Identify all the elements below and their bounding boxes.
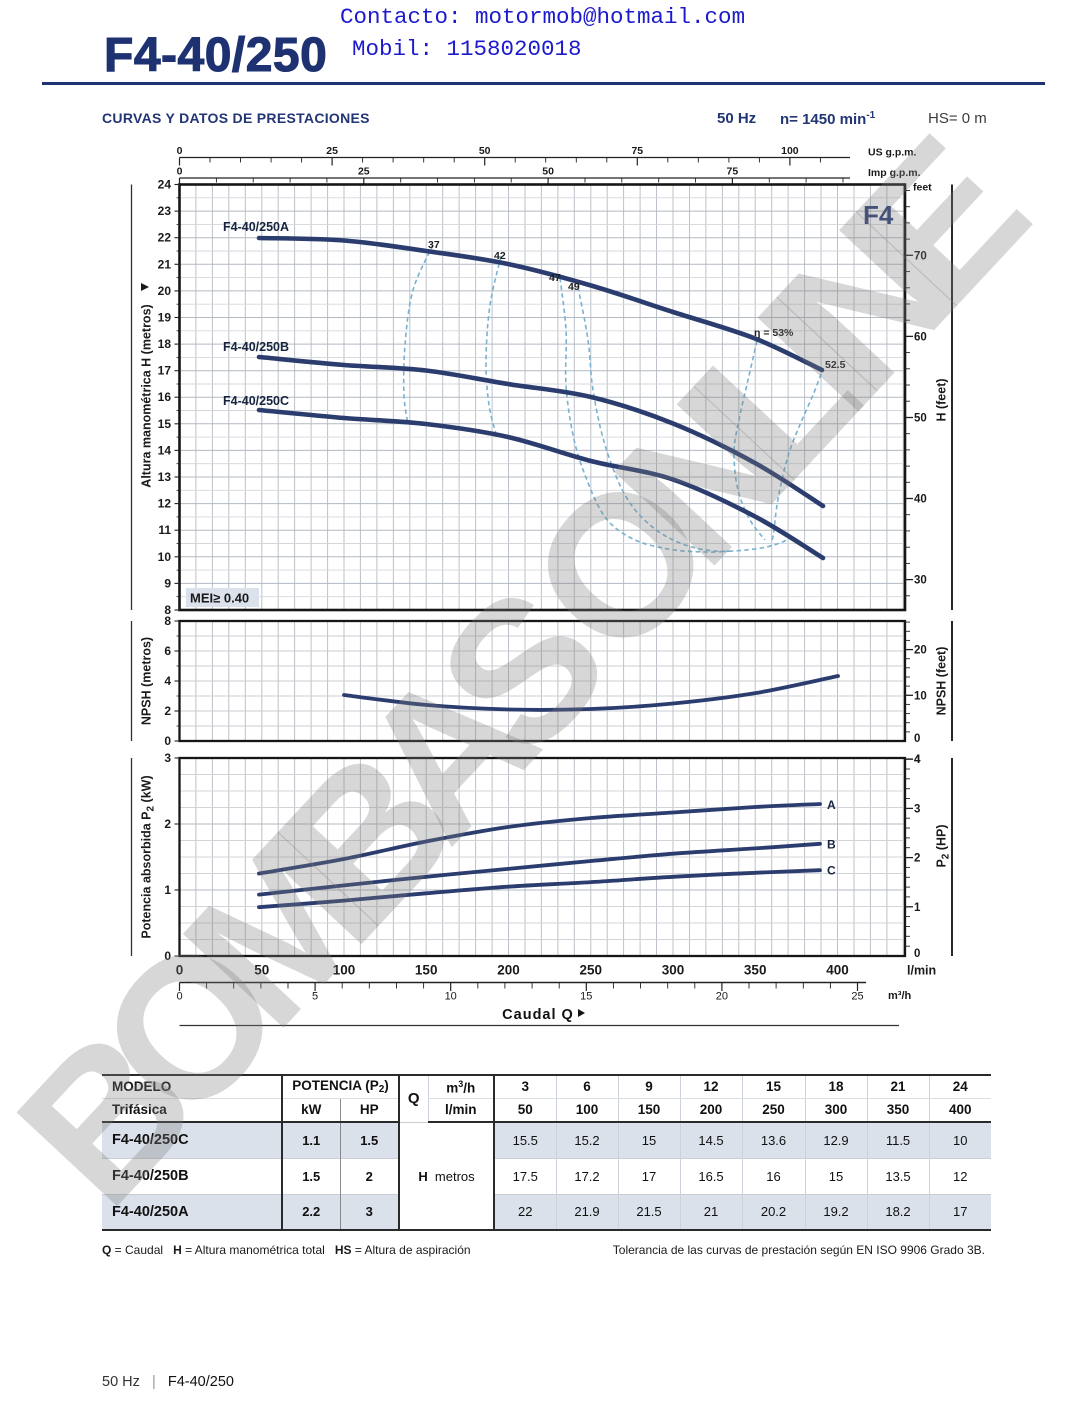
svg-text:C: C xyxy=(827,864,836,878)
svg-text:l/min: l/min xyxy=(907,964,936,978)
svg-text:75: 75 xyxy=(631,145,643,157)
svg-text:2: 2 xyxy=(164,704,171,718)
svg-text:0: 0 xyxy=(177,166,183,178)
svg-text:0: 0 xyxy=(176,991,182,1003)
svg-text:US g.p.m.: US g.p.m. xyxy=(868,147,917,159)
svg-text:NPSH (metros): NPSH (metros) xyxy=(140,637,154,725)
svg-text:1: 1 xyxy=(914,902,921,914)
svg-text:18: 18 xyxy=(158,337,172,351)
svg-text:5: 5 xyxy=(312,991,318,1003)
svg-text:400: 400 xyxy=(826,963,849,978)
svg-text:B: B xyxy=(827,838,836,852)
svg-text:η = 53%: η = 53% xyxy=(754,327,794,339)
svg-text:0: 0 xyxy=(164,949,171,963)
svg-text:17: 17 xyxy=(158,364,172,378)
svg-text:feet: feet xyxy=(913,182,932,194)
svg-text:300: 300 xyxy=(662,963,685,978)
svg-text:200: 200 xyxy=(497,963,520,978)
svg-text:8: 8 xyxy=(164,603,171,617)
svg-text:11: 11 xyxy=(158,523,171,537)
svg-text:F4: F4 xyxy=(863,200,894,230)
svg-text:1: 1 xyxy=(164,883,171,897)
svg-text:12: 12 xyxy=(158,497,172,511)
svg-text:0: 0 xyxy=(177,145,183,157)
svg-text:75: 75 xyxy=(727,166,739,178)
svg-text:4: 4 xyxy=(914,754,921,766)
svg-text:Potencia absorbida P2 (kW): Potencia absorbida P2 (kW) xyxy=(140,775,157,938)
svg-text:Altura manométrica H (metros): Altura manométrica H (metros) xyxy=(140,304,154,487)
svg-text:10: 10 xyxy=(158,550,172,564)
svg-text:42: 42 xyxy=(494,250,506,262)
svg-text:50: 50 xyxy=(479,145,491,157)
svg-text:24: 24 xyxy=(158,178,172,192)
svg-text:A: A xyxy=(827,798,836,812)
svg-text:22: 22 xyxy=(158,231,172,245)
svg-text:4: 4 xyxy=(164,674,171,688)
svg-text:250: 250 xyxy=(580,963,603,978)
svg-text:8: 8 xyxy=(164,614,171,628)
svg-text:20: 20 xyxy=(158,284,172,298)
svg-text:23: 23 xyxy=(158,204,172,218)
svg-text:30: 30 xyxy=(914,575,927,587)
svg-text:6: 6 xyxy=(164,644,171,658)
svg-text:Caudal Q: Caudal Q xyxy=(502,1007,574,1023)
svg-text:50: 50 xyxy=(914,413,927,425)
svg-text:47: 47 xyxy=(549,272,561,284)
svg-text:50: 50 xyxy=(542,166,554,178)
svg-text:40: 40 xyxy=(914,494,927,506)
svg-text:37: 37 xyxy=(428,239,440,251)
svg-text:P2 (HP): P2 (HP) xyxy=(935,824,952,867)
svg-text:Imp g.p.m.: Imp g.p.m. xyxy=(868,167,921,179)
svg-text:15: 15 xyxy=(158,417,172,431)
svg-text:15: 15 xyxy=(580,991,592,1003)
svg-text:F4-40/250A: F4-40/250A xyxy=(223,220,289,234)
svg-text:10: 10 xyxy=(445,991,457,1003)
svg-text:60: 60 xyxy=(914,331,927,343)
svg-text:MEI≥ 0.40: MEI≥ 0.40 xyxy=(190,591,249,606)
svg-text:19: 19 xyxy=(158,311,172,325)
svg-text:14: 14 xyxy=(158,443,172,457)
svg-text:F4-40/250C: F4-40/250C xyxy=(223,394,289,408)
svg-text:25: 25 xyxy=(358,166,370,178)
svg-text:10: 10 xyxy=(914,690,927,702)
svg-text:H (feet): H (feet) xyxy=(935,378,949,421)
svg-text:0: 0 xyxy=(176,963,184,978)
svg-text:16: 16 xyxy=(158,390,172,404)
svg-text:100: 100 xyxy=(333,963,356,978)
svg-text:50: 50 xyxy=(254,963,269,978)
svg-text:NPSH (feet): NPSH (feet) xyxy=(935,647,949,716)
svg-text:0: 0 xyxy=(164,734,171,748)
svg-text:52.5: 52.5 xyxy=(825,359,846,371)
svg-text:0: 0 xyxy=(914,948,920,960)
svg-text:0: 0 xyxy=(914,733,920,745)
svg-text:350: 350 xyxy=(744,963,767,978)
svg-text:21: 21 xyxy=(158,257,172,271)
svg-text:2: 2 xyxy=(164,817,171,831)
svg-text:49: 49 xyxy=(568,281,580,293)
svg-text:25: 25 xyxy=(851,991,863,1003)
svg-text:m³/h: m³/h xyxy=(888,990,912,1002)
svg-text:2: 2 xyxy=(914,853,920,865)
svg-text:150: 150 xyxy=(415,963,438,978)
svg-text:9: 9 xyxy=(164,576,171,590)
svg-text:3: 3 xyxy=(914,803,920,815)
svg-text:100: 100 xyxy=(781,145,799,157)
svg-text:13: 13 xyxy=(158,470,172,484)
svg-text:4: 4 xyxy=(914,754,921,766)
svg-text:20: 20 xyxy=(914,645,927,657)
svg-text:25: 25 xyxy=(326,145,338,157)
svg-text:F4-40/250B: F4-40/250B xyxy=(223,340,289,354)
svg-text:3: 3 xyxy=(164,751,171,765)
svg-text:70: 70 xyxy=(914,250,927,262)
svg-text:20: 20 xyxy=(716,991,728,1003)
